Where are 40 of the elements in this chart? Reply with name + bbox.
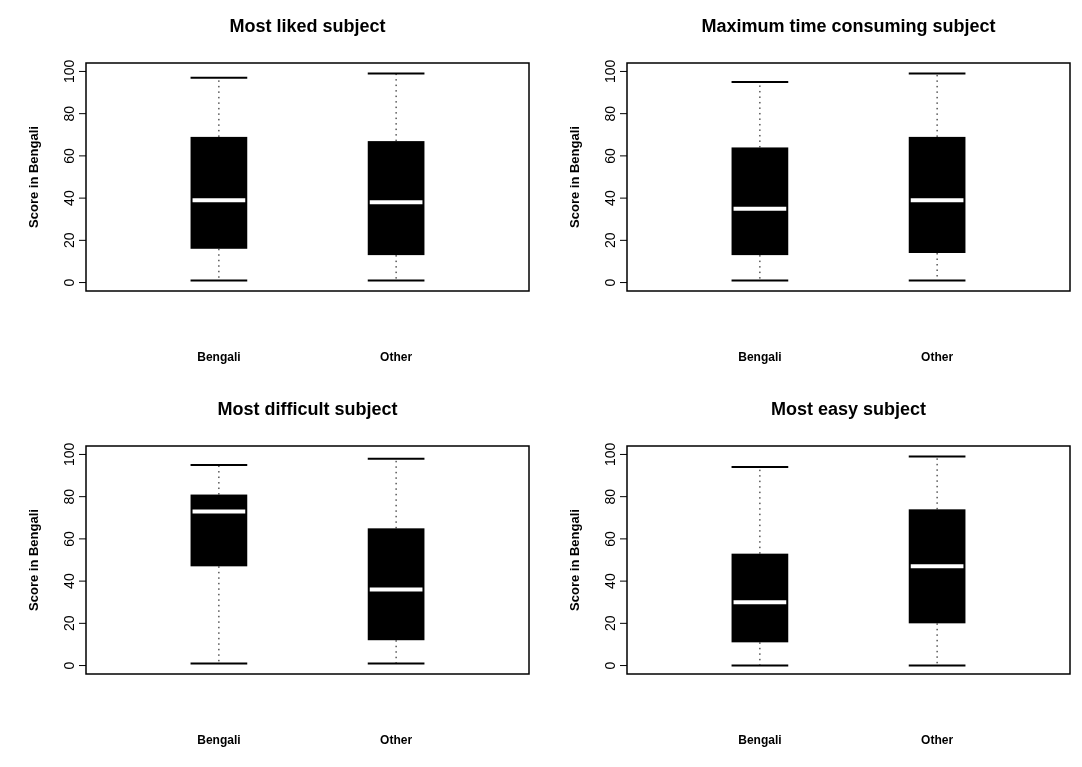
y-axis-title: Score in Bengali bbox=[567, 509, 582, 611]
y-tick-label: 60 bbox=[602, 147, 618, 164]
x-tick-label: Other bbox=[921, 350, 954, 364]
x-tick-label: Bengali bbox=[738, 350, 782, 364]
y-tick-label: 0 bbox=[602, 661, 618, 670]
chart-title: Maximum time consuming subject bbox=[701, 16, 996, 36]
x-tick-label: Bengali bbox=[197, 350, 241, 364]
y-tick-label: 40 bbox=[61, 190, 77, 206]
y-tick-label: 0 bbox=[61, 661, 77, 670]
y-tick-label: 60 bbox=[61, 530, 77, 547]
y-axis-title: Score in Bengali bbox=[26, 126, 41, 228]
y-tick-label: 40 bbox=[602, 190, 618, 206]
y-tick-label: 60 bbox=[602, 530, 618, 547]
y-tick-label: 20 bbox=[61, 232, 77, 249]
x-tick-label: Other bbox=[921, 733, 954, 747]
x-tick-label: Bengali bbox=[197, 733, 241, 747]
y-tick-label: 60 bbox=[61, 147, 77, 164]
chart-title: Most liked subject bbox=[229, 16, 386, 36]
chart-title: Most easy subject bbox=[770, 399, 927, 419]
y-axis-title: Score in Bengali bbox=[567, 126, 582, 228]
y-tick-label: 80 bbox=[61, 105, 77, 122]
chart-title: Most difficult subject bbox=[217, 399, 398, 419]
x-tick-label: Bengali bbox=[738, 733, 782, 747]
y-tick-label: 80 bbox=[602, 105, 618, 122]
y-tick-label: 40 bbox=[602, 573, 618, 589]
y-tick-label: 100 bbox=[61, 442, 77, 467]
y-tick-label: 0 bbox=[602, 278, 618, 287]
y-tick-label: 80 bbox=[602, 488, 618, 505]
y-tick-label: 40 bbox=[61, 573, 77, 589]
y-tick-label: 20 bbox=[602, 232, 618, 249]
y-tick-label: 0 bbox=[61, 278, 77, 287]
y-tick-label: 80 bbox=[61, 488, 77, 505]
x-tick-label: Other bbox=[380, 733, 413, 747]
x-tick-label: Other bbox=[380, 350, 413, 364]
y-tick-label: 20 bbox=[602, 615, 618, 632]
y-tick-label: 20 bbox=[61, 615, 77, 632]
y-axis-title: Score in Bengali bbox=[26, 509, 41, 611]
y-tick-label: 100 bbox=[602, 59, 618, 84]
y-tick-label: 100 bbox=[61, 59, 77, 84]
y-tick-label: 100 bbox=[602, 442, 618, 467]
